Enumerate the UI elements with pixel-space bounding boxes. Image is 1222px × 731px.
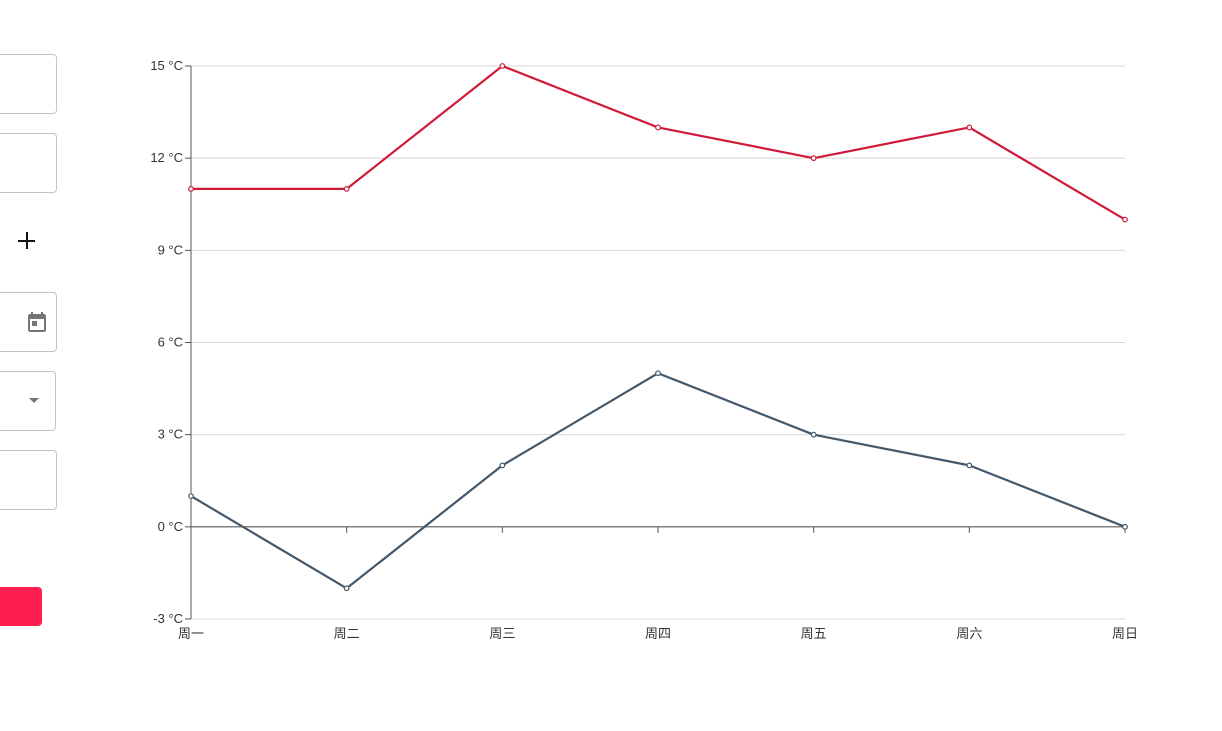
data-point: [966, 462, 973, 469]
y-tick-label: 12 °C: [150, 150, 183, 165]
y-tick-label: 9 °C: [158, 242, 183, 257]
data-point: [1122, 216, 1128, 223]
calendar-icon[interactable]: [25, 310, 49, 334]
grid-layer: [191, 65, 1125, 620]
y-tick-label: 6 °C: [158, 335, 183, 350]
data-point: [188, 185, 194, 192]
label-layer: 15 °C 12 °C 9 °C 6 °C 3 °C 0 °C -3 °C周一 周二 周三 周四 周…: [150, 58, 1138, 642]
series-line-1: [191, 64, 1126, 221]
y-tick-label: 3 °C: [158, 427, 183, 442]
axis-layer: [185, 65, 1126, 620]
dropdown-arrow-icon[interactable]: [29, 398, 39, 403]
text-field-2[interactable]: [0, 133, 57, 193]
plus-icon[interactable]: [15, 229, 39, 253]
data-point: [499, 63, 506, 69]
y-tick-label: 15 °C: [150, 58, 183, 73]
data-point: [188, 493, 194, 500]
text-field-6[interactable]: [0, 450, 57, 510]
x-tick-label: 周五: [801, 627, 827, 642]
y-tick-label: -3 °C: [153, 611, 183, 626]
select-field[interactable]: [0, 371, 56, 431]
series-line-2: [190, 372, 1126, 590]
data-point: [343, 185, 350, 192]
x-tick-label: 周一: [178, 627, 204, 642]
form-panel: [0, 0, 70, 731]
data-point: [966, 124, 973, 131]
x-tick-label: 周三: [489, 627, 515, 642]
text-field-1[interactable]: [0, 54, 57, 114]
data-point: [655, 124, 661, 131]
x-tick-label: 周日: [1112, 627, 1138, 642]
x-tick-label: 周二: [334, 627, 360, 642]
data-point: [1122, 523, 1128, 530]
data-point: [810, 431, 817, 438]
data-point: [499, 462, 506, 469]
date-field[interactable]: [0, 292, 57, 352]
data-point: [343, 585, 350, 592]
series-layer: [188, 63, 1128, 592]
submit-button[interactable]: [0, 587, 42, 626]
x-tick-label: 周六: [956, 627, 982, 642]
x-tick-label: 周四: [645, 627, 671, 642]
data-point: [655, 370, 661, 377]
y-tick-label: 0 °C: [158, 519, 183, 534]
data-point: [810, 155, 817, 162]
